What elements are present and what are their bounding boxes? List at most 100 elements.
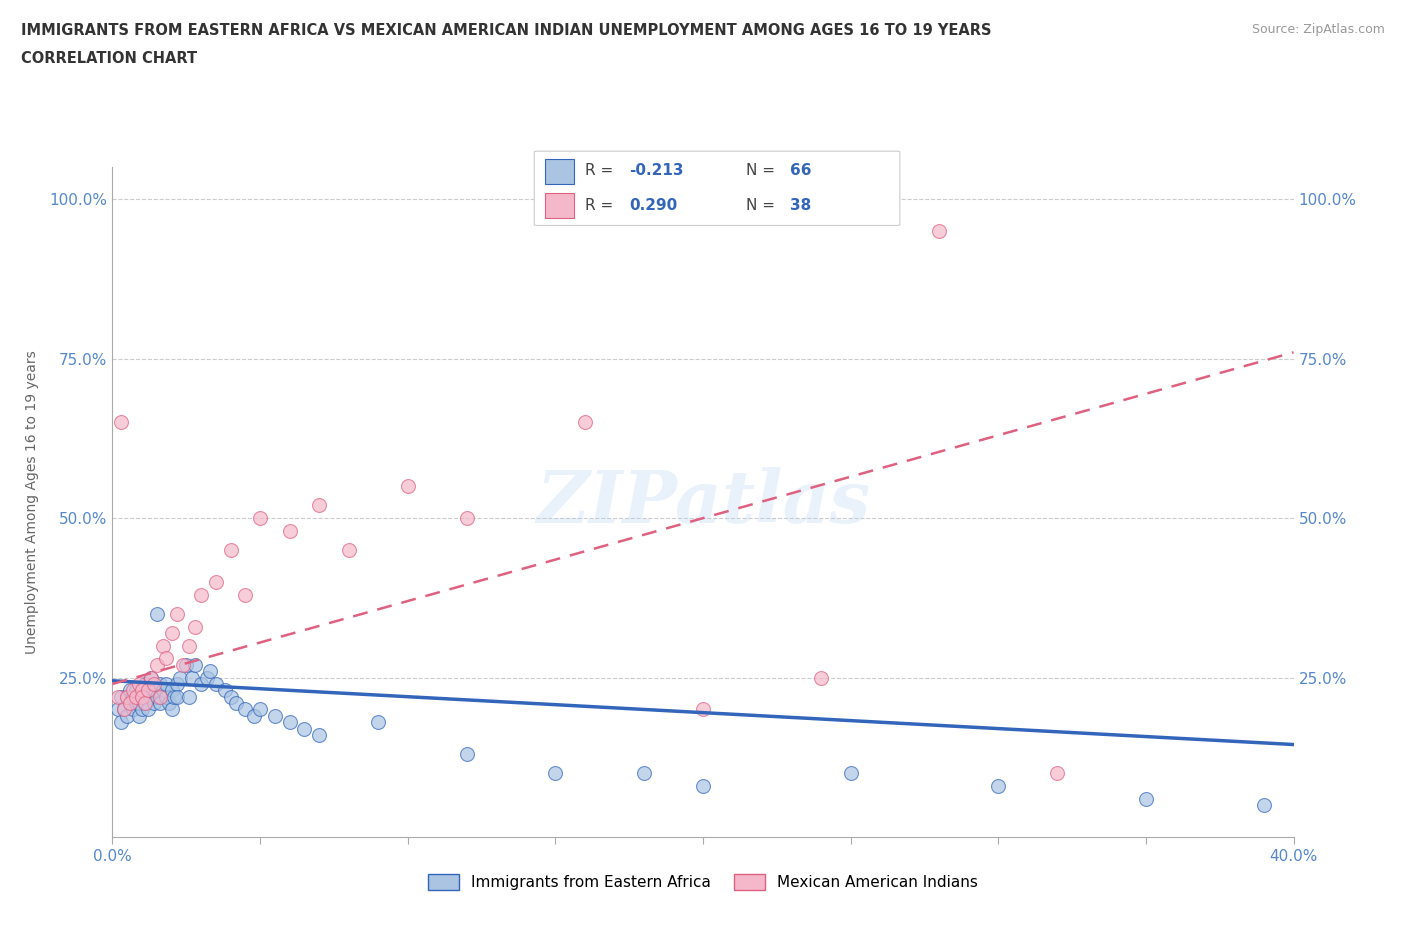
Point	[136, 702, 159, 717]
Text: CORRELATION CHART: CORRELATION CHART	[21, 51, 197, 66]
Point	[456, 747, 478, 762]
Point	[544, 765, 567, 780]
Point	[205, 575, 228, 590]
Point	[122, 689, 145, 704]
Point	[278, 524, 301, 538]
Point	[233, 587, 256, 602]
Point	[166, 689, 188, 704]
Point	[117, 709, 138, 724]
Point	[292, 721, 315, 736]
Y-axis label: Unemployment Among Ages 16 to 19 years: Unemployment Among Ages 16 to 19 years	[24, 351, 38, 654]
Point	[125, 696, 148, 711]
Point	[184, 658, 207, 672]
Point	[155, 676, 177, 691]
Point	[120, 696, 142, 711]
Text: 0.290: 0.290	[630, 198, 678, 213]
Point	[179, 689, 201, 704]
Point	[692, 702, 714, 717]
Point	[131, 683, 153, 698]
Point	[166, 606, 188, 621]
Point	[278, 715, 301, 730]
Point	[205, 676, 228, 691]
Point	[131, 689, 153, 704]
Point	[249, 702, 271, 717]
Text: R =: R =	[585, 198, 619, 213]
Point	[152, 683, 174, 698]
Point	[308, 727, 330, 742]
Point	[160, 702, 183, 717]
Text: 66: 66	[790, 164, 811, 179]
Point	[152, 638, 174, 653]
Point	[396, 479, 419, 494]
Text: ZIPatlas: ZIPatlas	[536, 467, 870, 538]
Point	[146, 606, 169, 621]
Point	[139, 671, 162, 685]
Point	[131, 683, 153, 698]
Point	[125, 689, 148, 704]
Legend: Immigrants from Eastern Africa, Mexican American Indians: Immigrants from Eastern Africa, Mexican …	[422, 868, 984, 897]
Point	[142, 683, 165, 698]
Bar	[546, 193, 575, 219]
Point	[337, 542, 360, 557]
Point	[149, 676, 172, 691]
Point	[107, 689, 129, 704]
Point	[131, 689, 153, 704]
Point	[146, 689, 169, 704]
Point	[146, 658, 169, 672]
Point	[166, 676, 188, 691]
Point	[139, 689, 162, 704]
Point	[174, 658, 197, 672]
Point	[128, 709, 150, 724]
Point	[110, 415, 132, 430]
Point	[107, 702, 129, 717]
Point	[139, 671, 162, 685]
Point	[112, 702, 135, 717]
Point	[110, 689, 132, 704]
Text: IMMIGRANTS FROM EASTERN AFRICA VS MEXICAN AMERICAN INDIAN UNEMPLOYMENT AMONG AGE: IMMIGRANTS FROM EASTERN AFRICA VS MEXICA…	[21, 23, 991, 38]
Point	[987, 778, 1010, 793]
Point	[122, 683, 145, 698]
Point	[225, 696, 247, 711]
Point	[160, 683, 183, 698]
Point	[155, 689, 177, 704]
Point	[190, 676, 212, 691]
Point	[136, 683, 159, 698]
Point	[367, 715, 389, 730]
Point	[574, 415, 596, 430]
Point	[1253, 798, 1275, 813]
Point	[142, 676, 165, 691]
Point	[219, 542, 242, 557]
Point	[308, 498, 330, 512]
Point	[155, 651, 177, 666]
Point	[157, 696, 180, 711]
Point	[117, 689, 138, 704]
Text: 38: 38	[790, 198, 811, 213]
Point	[214, 683, 236, 698]
Text: -0.213: -0.213	[630, 164, 683, 179]
Point	[128, 696, 150, 711]
Point	[134, 696, 156, 711]
Point	[219, 689, 242, 704]
Point	[128, 676, 150, 691]
Point	[112, 702, 135, 717]
Point	[692, 778, 714, 793]
Point	[110, 715, 132, 730]
Point	[172, 658, 194, 672]
Point	[134, 696, 156, 711]
Point	[198, 664, 221, 679]
Point	[122, 702, 145, 717]
Text: R =: R =	[585, 164, 619, 179]
Point	[136, 683, 159, 698]
Point	[456, 511, 478, 525]
Point	[184, 619, 207, 634]
Point	[120, 683, 142, 698]
Point	[181, 671, 204, 685]
Text: N =: N =	[747, 198, 780, 213]
Point	[928, 224, 950, 239]
Text: N =: N =	[747, 164, 780, 179]
Point	[134, 676, 156, 691]
Point	[633, 765, 655, 780]
Point	[839, 765, 862, 780]
Text: Source: ZipAtlas.com: Source: ZipAtlas.com	[1251, 23, 1385, 36]
Bar	[546, 159, 575, 184]
